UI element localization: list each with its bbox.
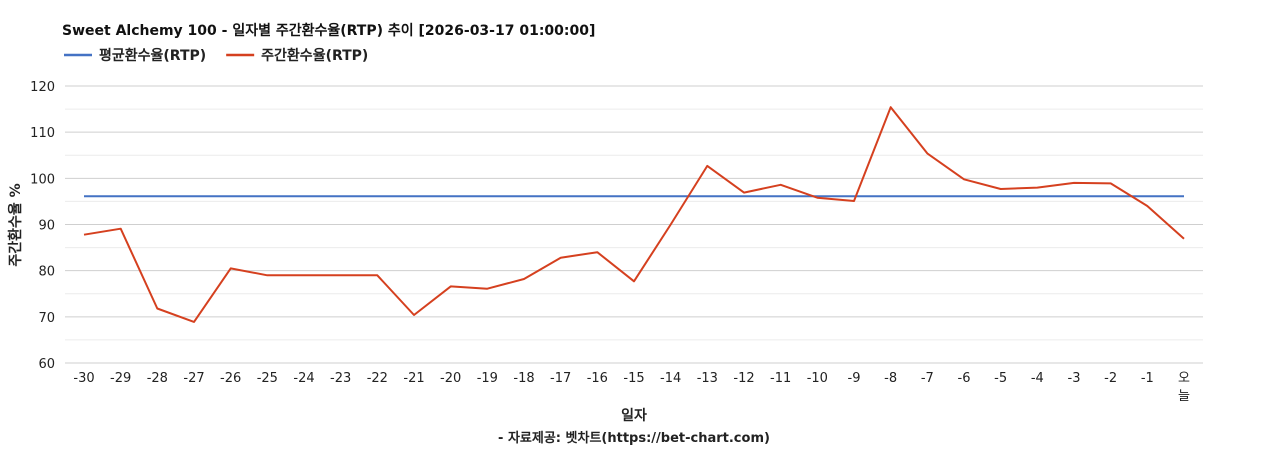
x-tick-label: 늘 bbox=[1178, 389, 1190, 404]
x-tick-label: -12 bbox=[733, 371, 754, 386]
y-tick-label: 80 bbox=[38, 265, 55, 280]
x-tick-label: -18 bbox=[513, 371, 534, 386]
x-tick-label: -4 bbox=[1031, 371, 1044, 386]
x-tick-label: -8 bbox=[884, 371, 897, 386]
y-tick-label: 60 bbox=[38, 357, 55, 372]
x-tick-label: -9 bbox=[848, 371, 861, 386]
x-tick-label: -28 bbox=[147, 371, 168, 386]
x-tick-label: -22 bbox=[367, 371, 388, 386]
x-tick-label: -6 bbox=[958, 371, 971, 386]
x-tick-label: -24 bbox=[293, 371, 314, 386]
y-tick-label: 110 bbox=[30, 126, 55, 141]
y-tick-label: 120 bbox=[30, 80, 55, 95]
chart-title: Sweet Alchemy 100 - 일자별 주간환수율(RTP) 추이 [2… bbox=[62, 22, 595, 39]
x-tick-label: -19 bbox=[477, 371, 498, 386]
series-line-weekly-rtp bbox=[83, 106, 1185, 323]
source-note: - 자료제공: 벳차트(https://bet-chart.com) bbox=[498, 430, 770, 446]
x-tick-label: -26 bbox=[220, 371, 241, 386]
x-tick-label: -13 bbox=[697, 371, 718, 386]
x-tick-label: -5 bbox=[994, 371, 1007, 386]
x-tick-label: 오 bbox=[1178, 371, 1190, 386]
y-tick-label: 70 bbox=[38, 311, 55, 326]
x-axis-title: 일자 bbox=[621, 408, 647, 424]
x-axis-ticks: -30 -29 -28 -27 -26 -25 -24 -23 -22 -21 -20 -19 -18 -… bbox=[73, 371, 1190, 404]
x-tick-label: -11 bbox=[770, 371, 791, 386]
x-tick-label: -1 bbox=[1141, 371, 1154, 386]
x-tick-label: -7 bbox=[921, 371, 934, 386]
x-tick-label: -25 bbox=[257, 371, 278, 386]
y-tick-label: 100 bbox=[30, 172, 55, 187]
x-tick-label: -20 bbox=[440, 371, 461, 386]
y-tick-label: 90 bbox=[38, 219, 55, 234]
x-tick-label: -17 bbox=[550, 371, 571, 386]
legend-label: 주간환수율(RTP) bbox=[261, 47, 368, 64]
x-tick-label: -30 bbox=[73, 371, 94, 386]
gridlines bbox=[65, 85, 1203, 364]
y-axis-ticks: 60 70 80 90 100 110 120 bbox=[30, 80, 55, 372]
x-tick-label: -23 bbox=[330, 371, 351, 386]
y-axis-title: 주간환수율 % bbox=[7, 183, 24, 266]
x-tick-label: -2 bbox=[1104, 371, 1117, 386]
legend: 평균환수율(RTP) 주간환수율(RTP) bbox=[64, 47, 368, 64]
x-tick-label: -21 bbox=[403, 371, 424, 386]
legend-label: 평균환수율(RTP) bbox=[99, 47, 206, 64]
x-tick-label: -29 bbox=[110, 371, 131, 386]
x-tick-label: -27 bbox=[183, 371, 204, 386]
series-lines bbox=[83, 106, 1185, 323]
x-tick-label: -10 bbox=[807, 371, 828, 386]
x-tick-label: -14 bbox=[660, 371, 681, 386]
x-tick-label: -16 bbox=[587, 371, 608, 386]
x-tick-label: -3 bbox=[1068, 371, 1081, 386]
x-tick-label: -15 bbox=[623, 371, 644, 386]
